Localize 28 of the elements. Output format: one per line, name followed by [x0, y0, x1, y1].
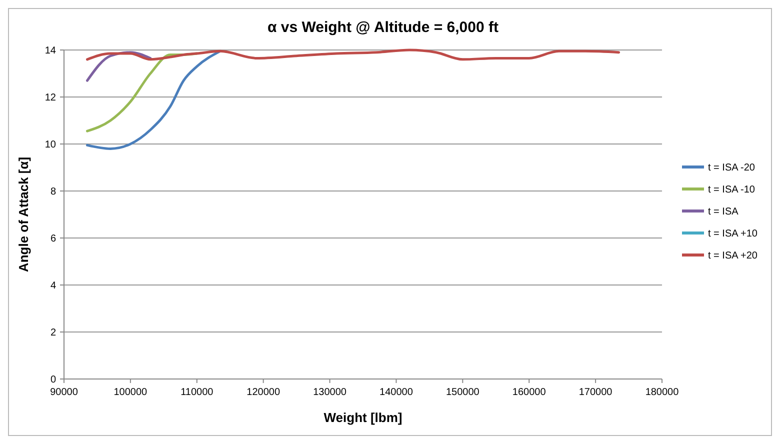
y-axis-title: Angle of Attack [α]	[16, 156, 31, 272]
legend-label: t = ISA	[708, 206, 739, 218]
y-tick-label: 0	[50, 374, 56, 386]
x-tick-label: 160000	[512, 387, 546, 398]
legend-label: t = ISA -10	[708, 184, 756, 196]
y-tick-label: 4	[50, 280, 56, 292]
x-tick-label: 110000	[180, 387, 214, 398]
x-tick-label: 170000	[578, 387, 613, 398]
line-series	[86, 50, 222, 150]
x-tick-label: 140000	[380, 387, 414, 398]
legend-label: t = ISA +20	[708, 250, 758, 262]
x-tick-label: 100000	[114, 387, 148, 398]
y-tick-label: 6	[50, 234, 56, 244]
chart-title: α vs Weight @ Altitude = 6,000 ft	[268, 19, 498, 36]
x-tick-label: 150000	[446, 387, 480, 398]
x-axis-title: Weight [lbm]	[324, 410, 402, 425]
legend-label: t = ISA +10	[708, 228, 758, 240]
y-tick-label: 12	[44, 92, 56, 104]
y-tick-label: 2	[50, 328, 56, 338]
x-tick-label: 120000	[246, 387, 280, 398]
x-tick-label: 90000	[50, 387, 78, 398]
y-tick-label: 8	[50, 186, 56, 198]
line-series	[86, 48, 620, 61]
x-tick-label: 130000	[313, 387, 347, 398]
y-tick-label: 14	[44, 46, 56, 56]
y-tick-label: 10	[44, 140, 56, 150]
x-tick-label: 180000	[645, 387, 680, 398]
legend-label: t = ISA -20	[708, 162, 756, 174]
